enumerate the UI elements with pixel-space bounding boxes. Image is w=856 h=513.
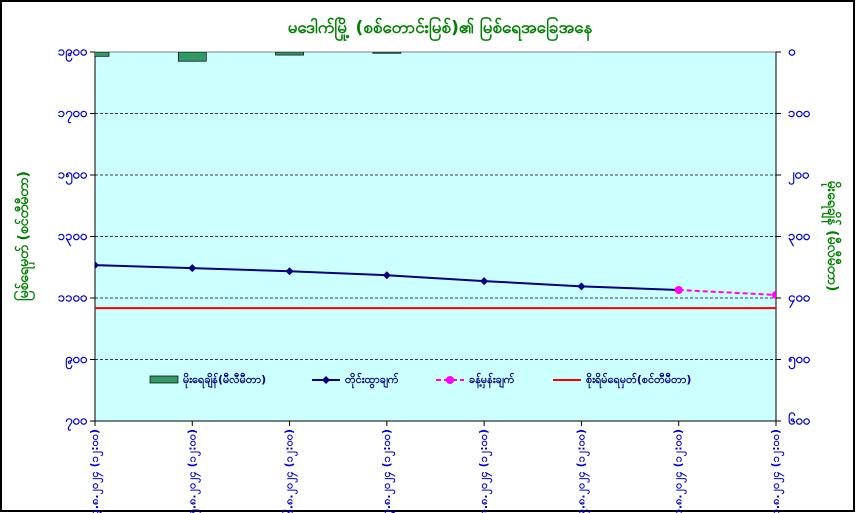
y-tick-label: ၇၀၀ bbox=[65, 414, 88, 432]
y2-tick-label: ၃၀၀ bbox=[788, 229, 811, 247]
y2-tick-label: ၂၀၀ bbox=[788, 168, 810, 186]
point bbox=[674, 286, 683, 295]
point bbox=[285, 267, 294, 276]
y2-tick-label: ၀ bbox=[788, 45, 796, 60]
x-tick-label: ၄.၈.၂၀၂၄ (၁၂:၀၀) bbox=[88, 429, 104, 513]
x-tick-label: ၅.၈.၂၀၂၄ (၁၂:၀၀) bbox=[185, 429, 201, 513]
bar bbox=[372, 52, 402, 54]
x-tick-label: ၇.၈.၂၀၂၄ (၁၂:၀၀) bbox=[380, 429, 396, 513]
x-tick-label: ၁၀.၈.၂၀၂၄ (၁၂:၀၀) bbox=[672, 429, 688, 513]
y2-axis-title: မိုးရေချိန် (မီလီမီတာ) bbox=[821, 181, 841, 292]
legend-marker bbox=[322, 376, 330, 384]
y-tick-label: ၁၁၀၀ bbox=[58, 291, 88, 306]
legend-marker bbox=[446, 376, 454, 384]
bar bbox=[95, 52, 110, 57]
chart-title: မဒေါက်မြို့ (စစ်တောင်းမြစ်)၏ မြစ်ရေအခြေအ… bbox=[288, 15, 593, 42]
point bbox=[577, 282, 586, 291]
point bbox=[772, 290, 776, 299]
x-tick-label: ၁၁.၈.၂၀၂၄ (၁၂:၀၀) bbox=[769, 429, 785, 513]
y-tick-label: ၁၉၀၀ bbox=[58, 45, 88, 63]
y2-tick-label: ၆၀၀ bbox=[788, 412, 811, 429]
legend-label: ခန့်မှန်းချက် bbox=[469, 372, 515, 389]
x-tick-label: ၈.၈.၂၀၂၄ (၁၂:၀၀) bbox=[477, 429, 493, 513]
x-tick-label: ၆.၈.၂၀၂၄ (၁၂:၀၀) bbox=[283, 429, 299, 513]
point bbox=[480, 277, 489, 286]
point bbox=[382, 271, 391, 280]
y-axis-title: မြစ်ရေမှတ် (စင်တီမီတာ) bbox=[14, 171, 35, 301]
y-tick-label: ၉၀၀ bbox=[65, 352, 88, 370]
plot-marks bbox=[95, 52, 776, 310]
y-tick-label: ၁၃၀၀ bbox=[58, 229, 88, 247]
y2-tick-label: ၅၀၀ bbox=[788, 352, 811, 370]
line bbox=[678, 289, 776, 296]
x-tick-label: ၉.၈.၂၀၂၄ (၁၂:၀၀) bbox=[574, 429, 590, 513]
legend-label: တိုင်းထွာချက် bbox=[345, 372, 399, 389]
bar bbox=[275, 52, 304, 56]
y2-tick-label: ၁၀၀ bbox=[788, 106, 811, 121]
y-tick-label: ၁၅၀၀ bbox=[58, 168, 88, 186]
legend-label: စိုးရိမ်ရေမှတ်(စင်တီမီတာ) bbox=[586, 372, 691, 389]
legend-swatch bbox=[149, 375, 179, 384]
bar bbox=[177, 52, 207, 62]
point bbox=[188, 264, 197, 273]
y2-tick-label: ၄၀၀ bbox=[788, 291, 811, 309]
legend-label: မိုးရေချိန်(မီလီမီတာ) bbox=[183, 372, 266, 389]
point bbox=[95, 261, 99, 270]
y-tick-label: ၁၇၀၀ bbox=[58, 106, 88, 124]
